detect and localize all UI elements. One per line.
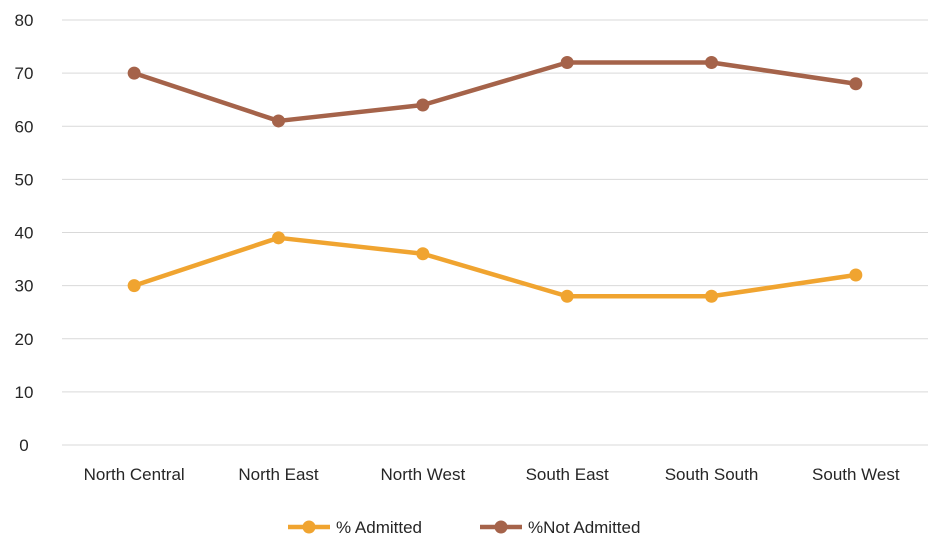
legend-swatch-marker — [302, 520, 316, 534]
data-point — [705, 289, 718, 303]
series-0 — [127, 231, 863, 303]
data-point — [272, 114, 285, 128]
data-point — [416, 247, 430, 261]
x-tick-label: South West — [812, 465, 900, 484]
x-tick-label: North West — [380, 465, 465, 484]
y-tick-label: 0 — [19, 436, 28, 455]
y-tick-label: 60 — [15, 117, 34, 136]
data-point — [272, 231, 285, 245]
data-point — [560, 56, 574, 69]
legend-item-0: % Admitted — [288, 518, 422, 537]
data-point — [849, 77, 863, 91]
y-tick-label: 50 — [15, 170, 34, 189]
y-tick-label: 30 — [15, 277, 34, 296]
x-tick-label: North East — [238, 465, 319, 484]
data-point — [849, 268, 863, 282]
legend-label: %Not Admitted — [528, 518, 640, 537]
series-line — [131, 60, 859, 124]
legend-swatch-marker — [494, 520, 508, 534]
data-point — [705, 56, 718, 69]
data-point — [127, 279, 141, 293]
series-layer — [127, 56, 863, 303]
y-tick-label: 70 — [15, 64, 34, 83]
y-tick-label: 20 — [15, 330, 34, 349]
gridlines — [62, 19, 928, 446]
x-axis-ticks: North Central North East North West South E… — [84, 465, 900, 484]
y-tick-label: 80 — [15, 11, 34, 30]
y-axis-ticks: 0 10 20 30 40 50 60 70 80 — [15, 11, 34, 455]
legend: % Admitted %Not Admitted — [288, 518, 640, 537]
series-1 — [127, 56, 863, 128]
legend-label: % Admitted — [336, 518, 422, 537]
series-line — [131, 235, 859, 299]
data-point — [127, 66, 141, 80]
data-point — [560, 289, 574, 303]
y-tick-label: 40 — [15, 224, 34, 243]
data-point — [416, 98, 430, 112]
y-tick-label: 10 — [15, 383, 34, 402]
legend-item-1: %Not Admitted — [480, 518, 640, 537]
x-tick-label: North Central — [84, 465, 185, 484]
x-tick-label: South South — [665, 465, 759, 484]
x-tick-label: South East — [526, 465, 609, 484]
